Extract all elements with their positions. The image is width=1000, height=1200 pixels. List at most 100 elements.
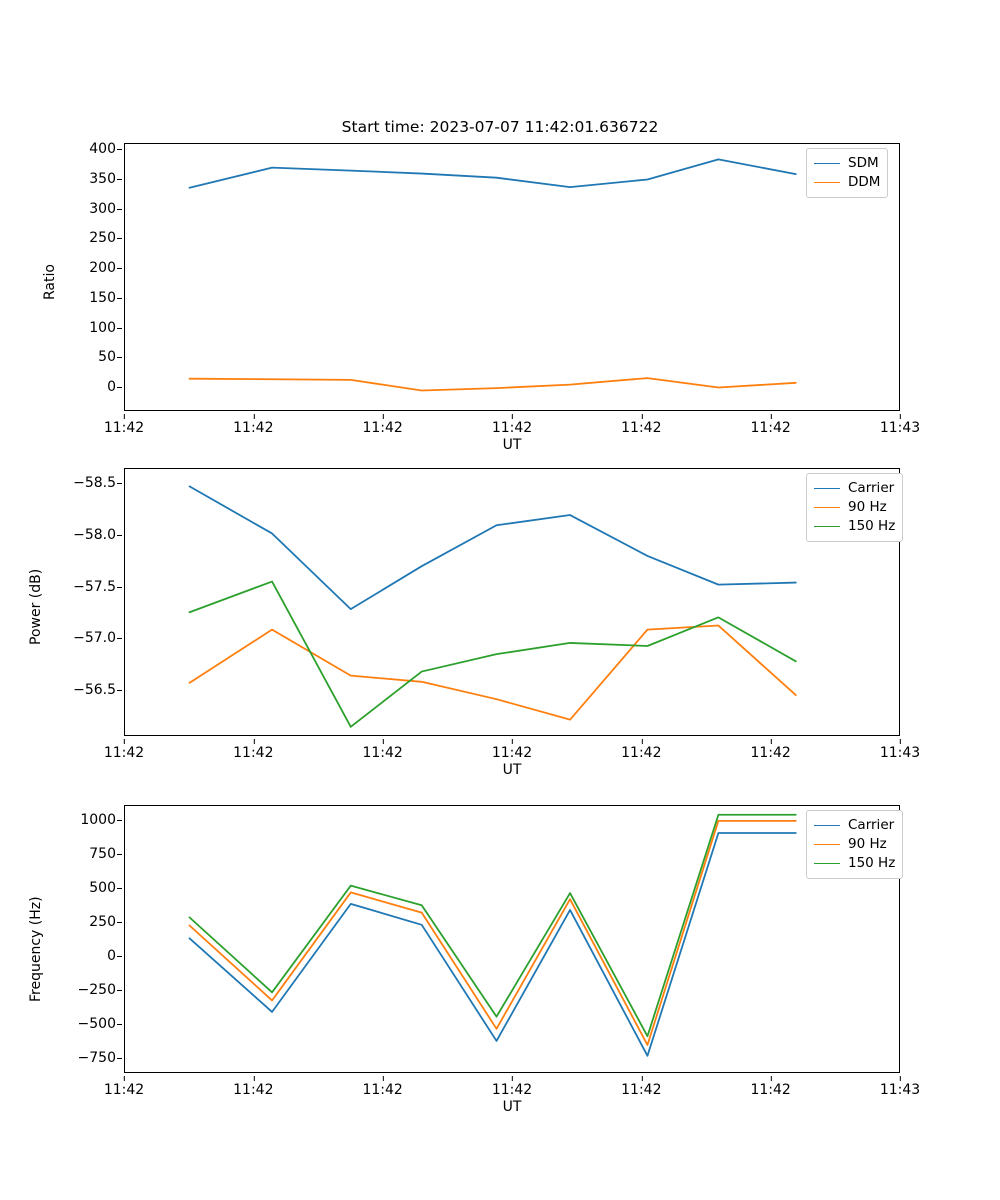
legend-label: 150 Hz bbox=[848, 517, 896, 534]
y-tick-mark bbox=[117, 483, 122, 485]
y-tick-mark bbox=[117, 178, 122, 180]
y-tick-label: −500 bbox=[40, 1016, 122, 1032]
figure-title: Start time: 2023-07-07 11:42:01.636722 bbox=[341, 118, 659, 136]
x-tick-mark bbox=[770, 1076, 772, 1081]
y-tick-mark bbox=[117, 990, 122, 991]
y-tick-mark bbox=[117, 689, 122, 691]
y-tick-mark bbox=[117, 268, 122, 270]
legend-item: SDM bbox=[814, 154, 880, 173]
power-panel: −56.5 −57.0 −57.5 −58.0 −58.5 11:42 11:42 11:4… bbox=[0, 400, 1000, 778]
power-legend: Carrier 90 Hz 150 Hz bbox=[806, 473, 904, 542]
x-tick-label: 11:43 bbox=[880, 1076, 920, 1098]
x-tick-label: 11:42 bbox=[233, 414, 274, 436]
frequency-legend: Carrier 90 Hz 150 Hz bbox=[806, 810, 904, 879]
series-line-90-hz bbox=[188, 624, 797, 721]
power-x-label: UT bbox=[502, 762, 522, 778]
y-tick-label: −57.0 bbox=[40, 630, 122, 646]
legend-swatch-150hz bbox=[814, 863, 840, 864]
x-tick-mark bbox=[382, 1076, 384, 1081]
y-tick-label: −58.0 bbox=[40, 527, 122, 543]
x-tick-mark bbox=[511, 414, 513, 419]
legend-label: 90 Hz bbox=[848, 835, 887, 852]
y-tick-mark bbox=[117, 535, 122, 536]
legend-item: 150 Hz bbox=[814, 517, 895, 536]
x-tick-label: 11:42 bbox=[104, 1076, 144, 1098]
legend-label: Carrier bbox=[848, 816, 895, 833]
legend-item: 90 Hz bbox=[814, 498, 895, 517]
x-tick-mark bbox=[253, 414, 255, 419]
legend-item: 90 Hz bbox=[814, 835, 895, 854]
x-tick-mark bbox=[899, 1076, 901, 1081]
y-tick-label: −58.5 bbox=[40, 475, 122, 491]
y-tick-label: 500 bbox=[40, 880, 122, 896]
x-tick-label: 11:42 bbox=[362, 1076, 403, 1098]
power-axes bbox=[124, 468, 900, 736]
x-tick-label: 11:43 bbox=[880, 739, 920, 761]
legend-swatch-90hz bbox=[814, 507, 840, 508]
x-tick-mark bbox=[641, 739, 643, 744]
y-tick-label: 50 bbox=[40, 349, 122, 365]
power-y-label: Power (dB) bbox=[28, 568, 44, 645]
frequency-axes bbox=[124, 805, 900, 1073]
x-tick-mark bbox=[382, 739, 384, 744]
legend-label: Carrier bbox=[848, 479, 895, 496]
y-tick-mark bbox=[117, 208, 122, 210]
y-tick-mark bbox=[117, 956, 122, 957]
y-tick-label: 0 bbox=[40, 379, 122, 395]
legend-swatch-carrier bbox=[814, 825, 840, 826]
y-tick-label: 250 bbox=[40, 914, 122, 930]
y-tick-mark bbox=[117, 586, 122, 588]
x-tick-label: 11:42 bbox=[621, 1076, 662, 1098]
y-tick-mark bbox=[117, 853, 122, 855]
legend-swatch-ddm bbox=[814, 182, 840, 183]
y-tick-label: 200 bbox=[40, 260, 122, 276]
x-tick-label: 11:42 bbox=[233, 1076, 274, 1098]
x-tick-label: 11:42 bbox=[750, 1076, 791, 1098]
x-tick-mark bbox=[770, 739, 772, 744]
legend-label: 90 Hz bbox=[848, 498, 887, 515]
x-tick-mark bbox=[899, 414, 901, 419]
x-tick-mark bbox=[770, 414, 772, 419]
x-tick-mark bbox=[641, 414, 643, 419]
y-tick-mark bbox=[117, 1024, 122, 1026]
ratio-legend: SDM DDM bbox=[806, 148, 889, 198]
y-tick-label: 100 bbox=[40, 320, 122, 336]
series-line-carrier bbox=[188, 485, 797, 611]
x-tick-mark bbox=[253, 739, 255, 744]
ratio-panel: Start time: 2023-07-07 11:42:01.636722 0… bbox=[0, 0, 1000, 453]
x-tick-label: 11:42 bbox=[362, 739, 403, 761]
x-tick-label: 11:42 bbox=[492, 739, 532, 761]
series-line-90-hz bbox=[188, 819, 797, 1046]
x-tick-mark bbox=[382, 414, 384, 419]
x-tick-label: 11:42 bbox=[104, 739, 144, 761]
series-line-150-hz bbox=[188, 813, 797, 1038]
legend-item: Carrier bbox=[814, 479, 895, 498]
legend-swatch-sdm bbox=[814, 163, 840, 164]
legend-swatch-carrier bbox=[814, 488, 840, 489]
y-tick-mark bbox=[117, 819, 122, 821]
y-tick-mark bbox=[117, 357, 122, 359]
y-tick-label: 350 bbox=[40, 171, 122, 187]
y-tick-mark bbox=[117, 638, 122, 640]
series-line-150-hz bbox=[188, 580, 797, 728]
y-tick-mark bbox=[117, 887, 122, 889]
x-tick-label: 11:42 bbox=[492, 1076, 532, 1098]
x-tick-mark bbox=[511, 739, 513, 744]
ratio-axes bbox=[124, 143, 900, 411]
y-tick-label: −57.5 bbox=[40, 579, 122, 595]
x-tick-mark bbox=[511, 1076, 513, 1081]
ratio-y-label: Ratio bbox=[42, 264, 58, 300]
y-tick-label: −56.5 bbox=[40, 682, 122, 698]
x-tick-label: 11:42 bbox=[104, 414, 144, 436]
y-tick-label: 400 bbox=[40, 141, 122, 157]
x-tick-mark bbox=[641, 1076, 643, 1081]
y-tick-mark bbox=[117, 1058, 122, 1060]
frequency-panel: −750 −500 −250 0 250 500 750 1000 11:42 11:42 11:… bbox=[0, 740, 1000, 1200]
legend-item: Carrier bbox=[814, 816, 895, 835]
y-tick-mark bbox=[117, 148, 122, 150]
x-tick-label: 11:42 bbox=[233, 739, 274, 761]
x-tick-label: 11:42 bbox=[492, 414, 532, 436]
x-tick-mark bbox=[123, 739, 125, 744]
y-tick-mark bbox=[117, 921, 122, 923]
